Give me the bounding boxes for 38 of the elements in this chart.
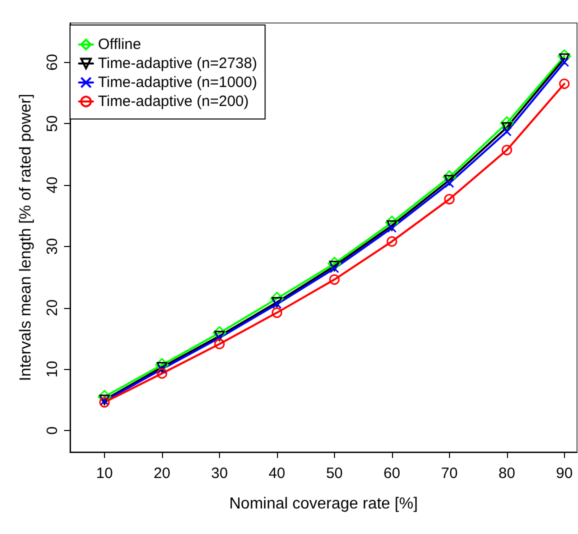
x-axis-title: Nominal coverage rate [%]	[229, 496, 418, 512]
x-tick-label: 80	[498, 465, 516, 482]
point	[559, 78, 570, 90]
point	[387, 223, 397, 233]
point	[560, 58, 570, 68]
x-tick-label: 60	[384, 465, 400, 482]
legend-label: Time-adaptive (n=1000)	[98, 74, 258, 91]
point	[502, 126, 512, 136]
y-tick-label: 60	[44, 54, 61, 71]
legend-label: Offline	[98, 36, 142, 53]
point	[329, 274, 340, 285]
y-tick-label: 30	[44, 238, 61, 255]
point	[328, 256, 342, 270]
x-tick-label: 40	[268, 465, 286, 482]
point	[444, 194, 455, 204]
y-axis-title: Intervals mean length [% of rated power]	[18, 94, 34, 382]
point	[442, 170, 456, 184]
point	[500, 116, 514, 130]
y-tick-label: 40	[44, 176, 61, 194]
point	[386, 236, 398, 247]
y-tick-label: 50	[44, 115, 61, 132]
point	[502, 144, 512, 156]
legend-label: Time-adaptive (n=2738)	[98, 55, 258, 72]
point	[156, 368, 168, 379]
x-tick-label: 90	[556, 465, 573, 482]
x-tick-label: 70	[441, 465, 458, 482]
y-tick-label: 10	[44, 360, 61, 378]
point	[444, 178, 454, 188]
y-tick-label: 20	[44, 299, 61, 316]
x-tick-label: 30	[211, 465, 228, 482]
x-tick-label: 50	[326, 465, 343, 482]
point	[272, 307, 282, 318]
x-tick-label: 20	[154, 465, 170, 482]
x-tick-label: 10	[96, 465, 113, 482]
legend-label: Time-adaptive (n=200)	[98, 93, 249, 110]
point	[214, 338, 225, 350]
y-tick-label: 0	[44, 426, 61, 435]
point	[330, 264, 340, 274]
